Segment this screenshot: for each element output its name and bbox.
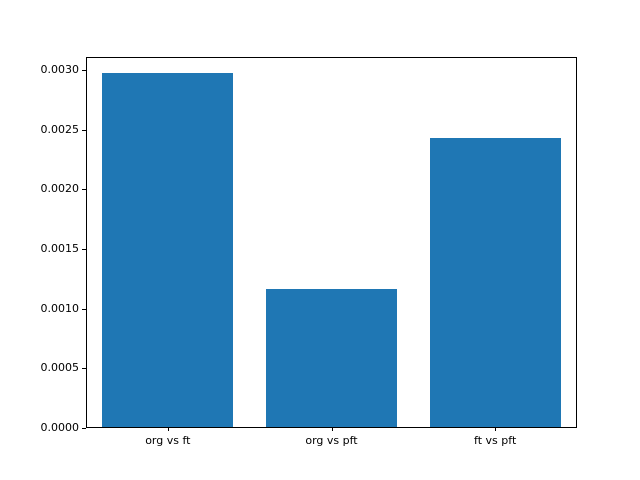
bar-org-vs-pft [266, 288, 397, 427]
y-tick-mark [82, 129, 86, 131]
x-tick-mark [331, 427, 333, 431]
y-tick-label: 0.0015 [40, 242, 80, 256]
x-tick-label: org vs pft [305, 434, 358, 447]
y-tick-mark [82, 308, 86, 310]
bar-org-vs-ft [102, 72, 234, 427]
y-tick-label: 0.0020 [40, 182, 80, 196]
x-tick-label: ft vs pft [474, 434, 517, 447]
x-tick-label: org vs ft [145, 434, 191, 447]
x-tick-mark [495, 427, 497, 431]
y-tick-label: 0.0010 [40, 301, 80, 315]
bar-ft-vs-pft [429, 138, 561, 427]
y-tick-mark [82, 249, 86, 251]
plot-area: org vs ft org vs pft ft vs pft 0.0000 0.0005… [41, 57, 577, 447]
y-tick-label: 0.0000 [40, 421, 80, 434]
y-tick-label: 0.0005 [40, 361, 80, 375]
y-tick-mark [82, 428, 86, 429]
y-tick-mark [82, 368, 86, 370]
y-tick-mark [82, 189, 86, 191]
y-tick-label: 0.0025 [40, 122, 80, 136]
y-tick-mark [82, 70, 86, 72]
x-tick-mark [167, 427, 169, 431]
y-tick-label: 0.0030 [40, 63, 80, 77]
